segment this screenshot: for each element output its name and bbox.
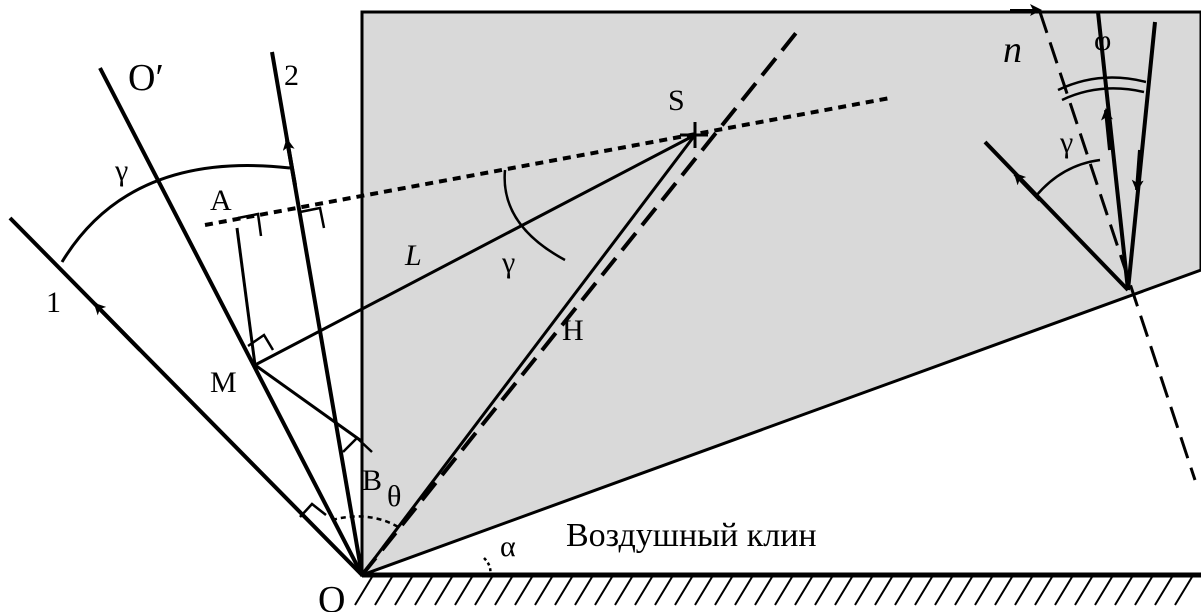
right-ray-up (1096, 11, 1130, 291)
right-ray-up-arrow (1101, 108, 1113, 151)
dotted-wavefront-line (204, 96, 891, 227)
ray-1-arrow (93, 302, 142, 352)
normal-line (1038, 11, 1197, 481)
ground-hatching (354, 576, 1193, 606)
line-o-prime (98, 67, 364, 576)
ray-2-arrow (282, 138, 297, 186)
label-l: L (404, 239, 422, 272)
label-n-vector: n (1003, 29, 1022, 71)
label-ray-1: 1 (46, 286, 61, 319)
point-s-mark (680, 122, 708, 148)
phi-arc-inner (1061, 87, 1145, 102)
label-b: B (362, 464, 382, 497)
label-gamma-right: γ (1059, 126, 1073, 159)
gamma-arc-right (1035, 158, 1101, 197)
phi-arc-outer (1057, 76, 1147, 92)
label-o: O (318, 579, 345, 612)
right-incident-arrow (1131, 149, 1144, 192)
segment-l (254, 133, 696, 367)
label-o-prime: O′ (128, 57, 164, 99)
label-gamma-left: γ (114, 154, 128, 187)
label-phi: φ (1094, 24, 1111, 57)
right-angle-marks (237, 206, 373, 518)
wedge-caption: Воздушный клин (566, 517, 817, 554)
dashed-line-through-s (360, 26, 802, 577)
label-s: S (668, 84, 685, 117)
label-alpha: α (500, 530, 516, 563)
gamma-arc-middle (503, 169, 566, 262)
label-ray-2: 2 (284, 59, 299, 92)
segment-h (360, 134, 697, 576)
label-h: H (562, 314, 584, 347)
segment-m-b (254, 363, 361, 442)
right-reflected-ray (983, 140, 1130, 292)
wedge-region (360, 10, 1201, 578)
gamma-arc-left (60, 164, 291, 263)
label-a: A (210, 184, 232, 217)
alpha-arc (483, 557, 492, 576)
label-gamma-mid: γ (501, 246, 515, 279)
ray-1 (8, 216, 364, 577)
theta-arc (331, 515, 401, 530)
label-theta: θ (387, 480, 401, 513)
label-m: M (210, 366, 237, 399)
